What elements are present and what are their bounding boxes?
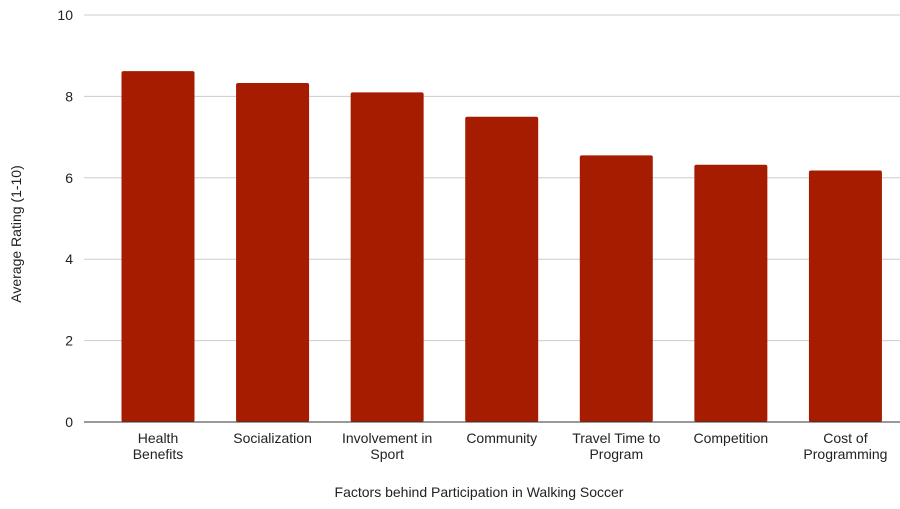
x-tick-label: Program bbox=[589, 446, 643, 462]
y-tick-label: 0 bbox=[65, 414, 73, 430]
x-axis-title: Factors behind Participation in Walking … bbox=[335, 484, 624, 500]
x-tick-label: Health bbox=[138, 430, 178, 446]
x-tick-label: Socialization bbox=[233, 430, 312, 446]
x-tick-label: Cost of bbox=[823, 430, 867, 446]
bar bbox=[236, 82, 310, 423]
y-axis-title: Average Rating (1-10) bbox=[8, 165, 24, 302]
y-tick-label: 4 bbox=[65, 251, 73, 267]
x-tick-label: Involvement in bbox=[342, 430, 432, 446]
bars bbox=[121, 71, 882, 423]
x-tick-label: Community bbox=[466, 430, 537, 446]
bar bbox=[694, 164, 768, 422]
x-tick-label: Programming bbox=[803, 446, 887, 462]
bar bbox=[808, 170, 882, 422]
x-tick-label: Competition bbox=[694, 430, 769, 446]
x-tick-label: Travel Time to bbox=[572, 430, 660, 446]
bar bbox=[465, 116, 539, 422]
y-tick-label: 10 bbox=[57, 7, 73, 23]
y-tick-label: 8 bbox=[65, 88, 73, 104]
x-tick-label: Sport bbox=[370, 446, 404, 462]
x-tick-label: Benefits bbox=[133, 446, 184, 462]
bar bbox=[350, 92, 424, 422]
bar bbox=[121, 71, 195, 422]
y-tick-labels: 0 2 4 6 8 10 bbox=[57, 7, 73, 430]
y-tick-label: 2 bbox=[65, 333, 73, 349]
y-tick-label: 6 bbox=[65, 170, 73, 186]
bar bbox=[579, 155, 653, 423]
